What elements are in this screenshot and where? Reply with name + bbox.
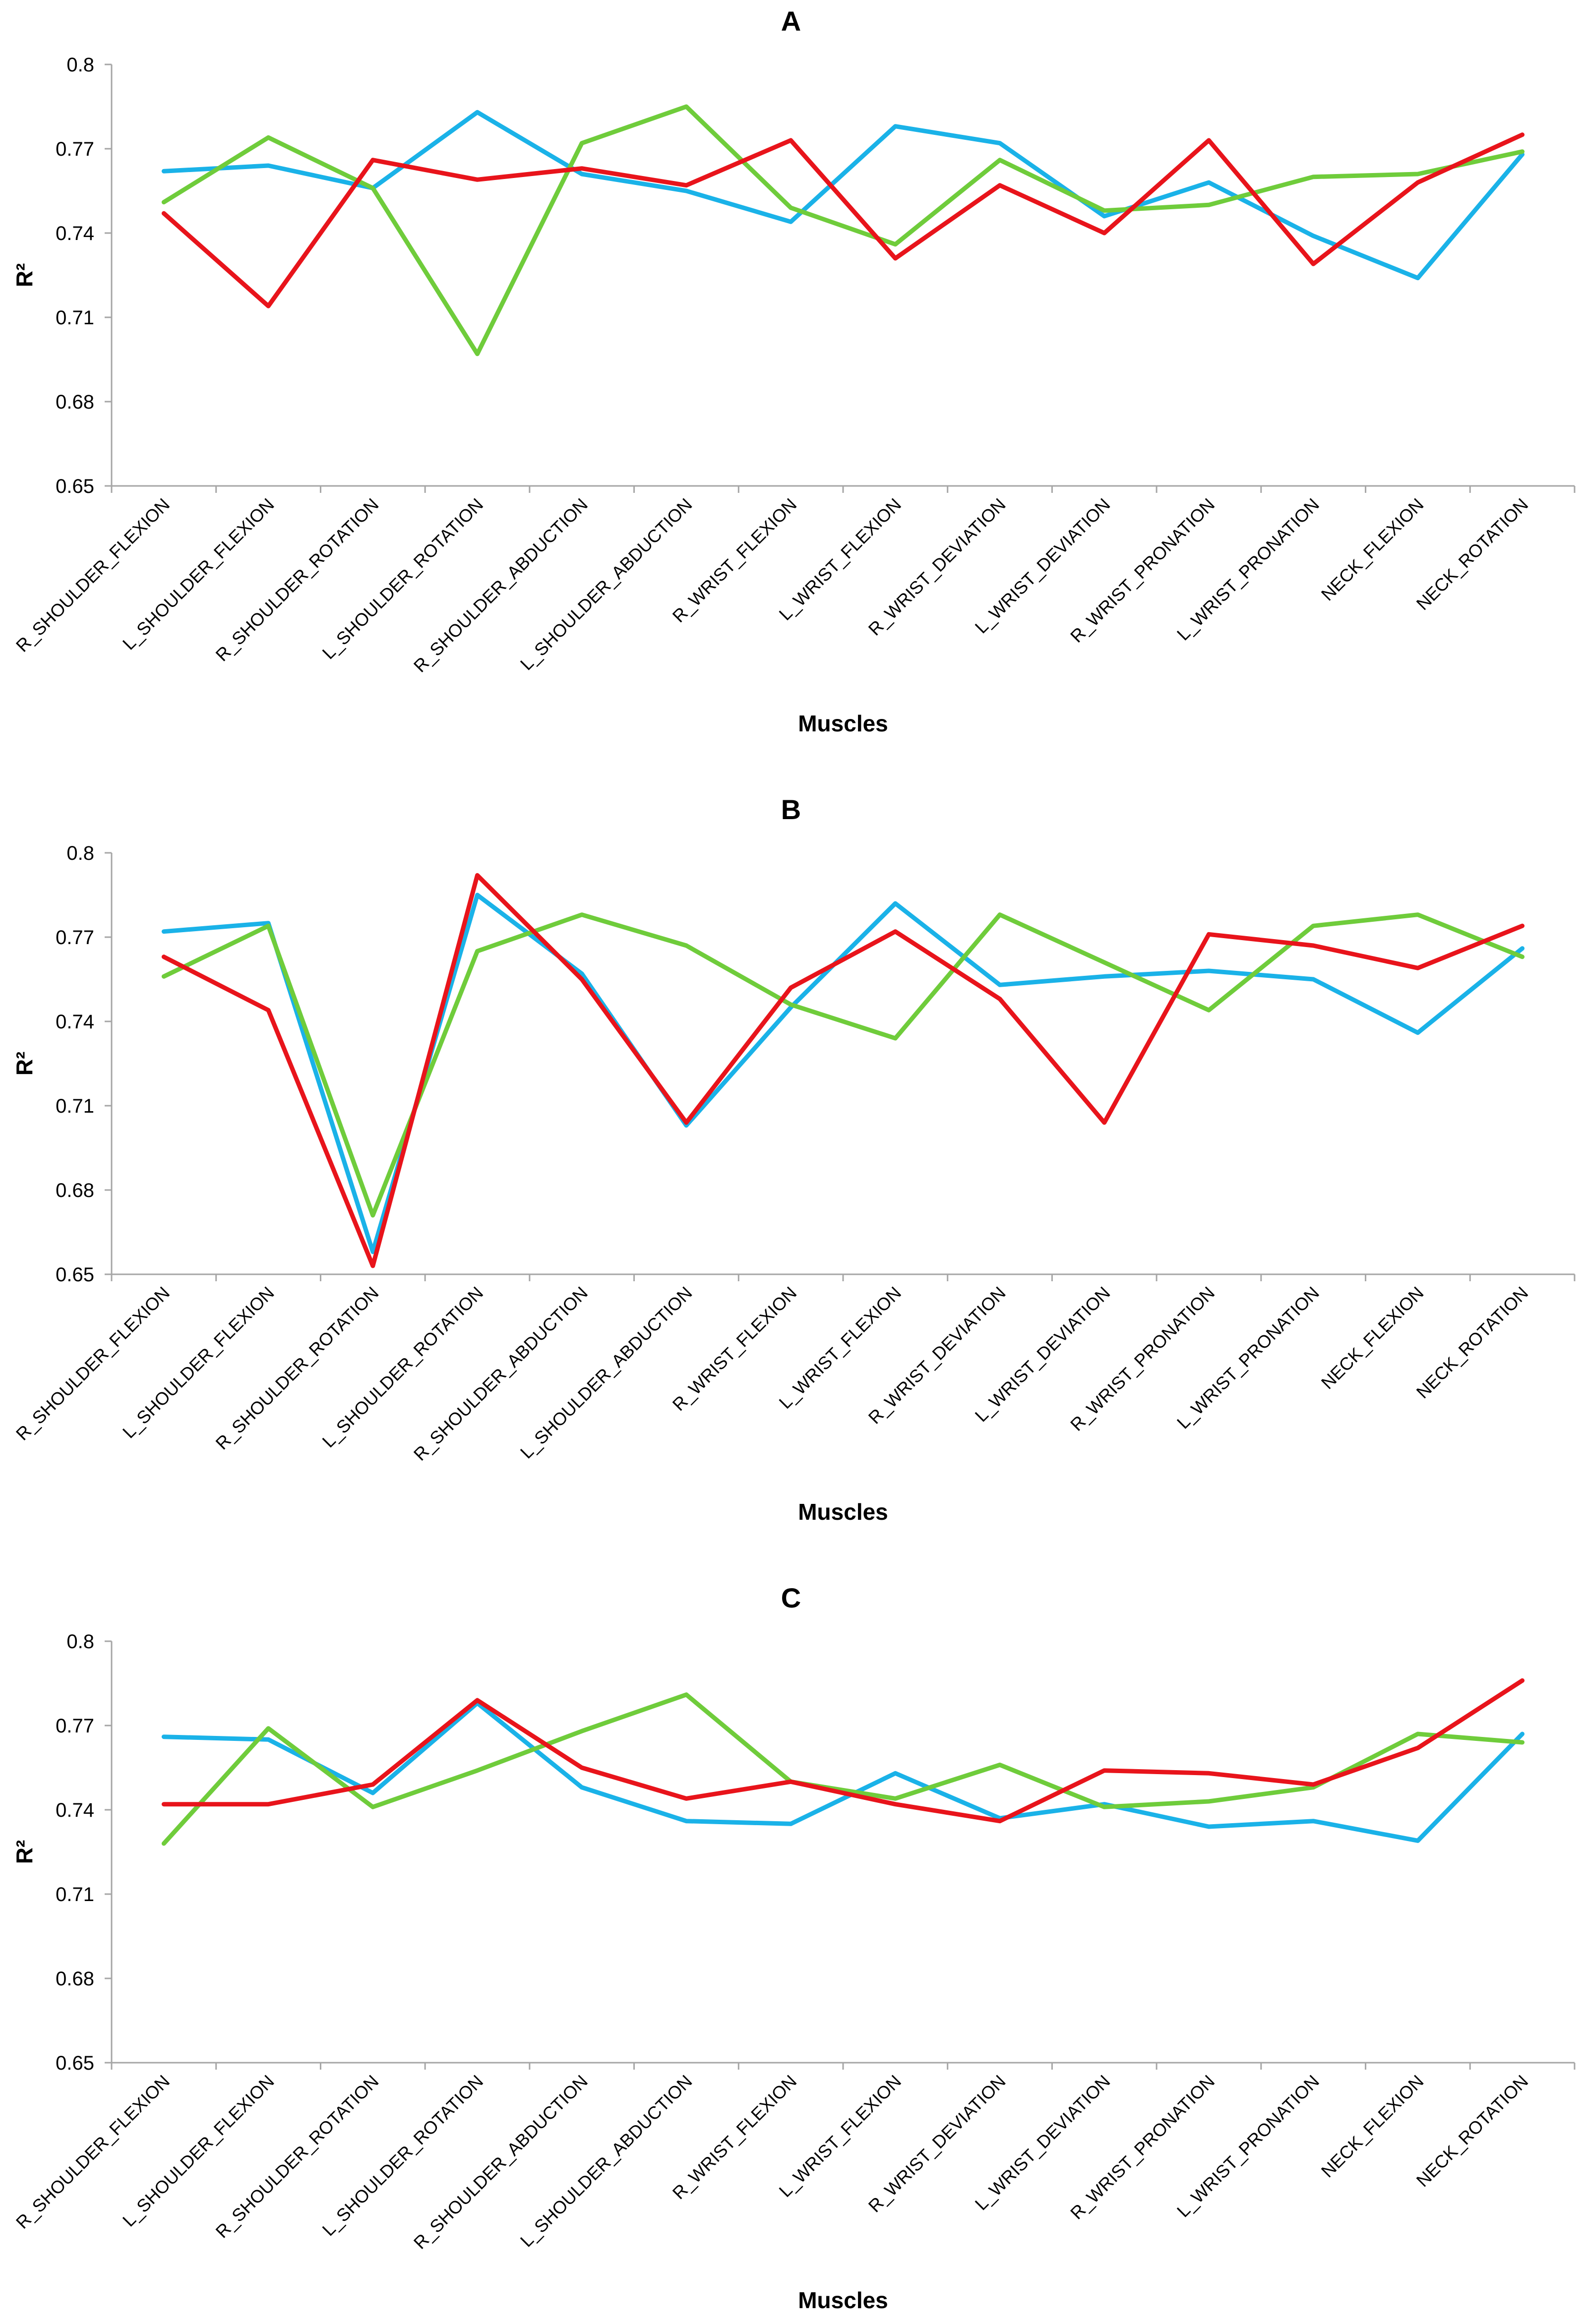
- y-tick-label: 0.74: [56, 1799, 94, 1821]
- y-axis-title: R²: [11, 263, 37, 288]
- y-axis-title: R²: [11, 1052, 37, 1076]
- panel-title: A: [781, 5, 801, 37]
- y-tick-label: 0.68: [56, 1180, 94, 1201]
- y-tick-label: 0.68: [56, 391, 94, 413]
- x-tick-label: L_SHOULDER_ABDUCTION: [516, 2071, 696, 2251]
- panel-title: B: [781, 794, 801, 825]
- x-tick-label: R_SHOULDER_ROTATION: [212, 1283, 383, 1454]
- x-axis-title: Muscles: [798, 2287, 888, 2313]
- x-axis-title: Muscles: [798, 711, 888, 736]
- y-tick-label: 0.77: [56, 927, 94, 949]
- series-line-green: [161, 912, 1525, 1218]
- x-tick-label: L_SHOULDER_ABDUCTION: [516, 494, 696, 674]
- y-tick-label: 0.8: [66, 842, 94, 864]
- y-tick-label: 0.71: [56, 1884, 94, 1906]
- y-tick-label: 0.68: [56, 1968, 94, 1990]
- panel-B: B0.650.680.710.740.770.8R²R_SHOULDER_FLE…: [11, 794, 1576, 1525]
- y-tick-label: 0.65: [56, 476, 94, 497]
- y-tick-label: 0.77: [56, 1715, 94, 1737]
- series-line-red: [161, 873, 1525, 1268]
- x-tick-label: NECK_FLEXION: [1317, 2071, 1428, 2182]
- x-tick-label: NECK_ROTATION: [1412, 2071, 1532, 2191]
- x-tick-label: R_SHOULDER_ROTATION: [212, 2071, 383, 2242]
- series-line-red: [161, 132, 1525, 308]
- panel-A: A0.650.680.710.740.770.8R²R_SHOULDER_FLE…: [11, 5, 1576, 736]
- panel-C: C0.650.680.710.740.770.8R²R_SHOULDER_FLE…: [11, 1582, 1576, 2313]
- x-tick-label: R_SHOULDER_ROTATION: [212, 494, 383, 665]
- y-tick-label: 0.65: [56, 1264, 94, 1286]
- panel-title: C: [781, 1582, 801, 1613]
- series-line-green: [161, 104, 1525, 357]
- y-tick-label: 0.74: [56, 223, 94, 244]
- x-tick-label: R_SHOULDER_ABDUCTION: [410, 2071, 592, 2253]
- y-axis-title: R²: [11, 1840, 37, 1864]
- x-tick-label: NECK_ROTATION: [1412, 1283, 1532, 1403]
- y-tick-label: 0.8: [66, 54, 94, 76]
- y-tick-label: 0.77: [56, 138, 94, 160]
- series-line-cyan: [161, 1701, 1525, 1843]
- x-tick-label: NECK_ROTATION: [1412, 494, 1532, 614]
- x-axis-title: Muscles: [798, 1499, 888, 1525]
- series-line-red: [161, 1678, 1525, 1824]
- series-line-cyan: [161, 110, 1525, 281]
- y-tick-label: 0.71: [56, 1095, 94, 1117]
- x-tick-label: R_SHOULDER_ABDUCTION: [410, 494, 592, 676]
- x-tick-label: R_SHOULDER_ABDUCTION: [410, 1283, 592, 1465]
- y-tick-label: 0.71: [56, 307, 94, 329]
- x-tick-label: NECK_FLEXION: [1317, 1283, 1428, 1393]
- series-line-green: [161, 1692, 1525, 1846]
- x-tick-label: L_SHOULDER_ABDUCTION: [516, 1283, 696, 1463]
- y-tick-label: 0.74: [56, 1011, 94, 1033]
- y-tick-label: 0.8: [66, 1631, 94, 1653]
- x-tick-label: NECK_FLEXION: [1317, 494, 1428, 605]
- y-tick-label: 0.65: [56, 2052, 94, 2074]
